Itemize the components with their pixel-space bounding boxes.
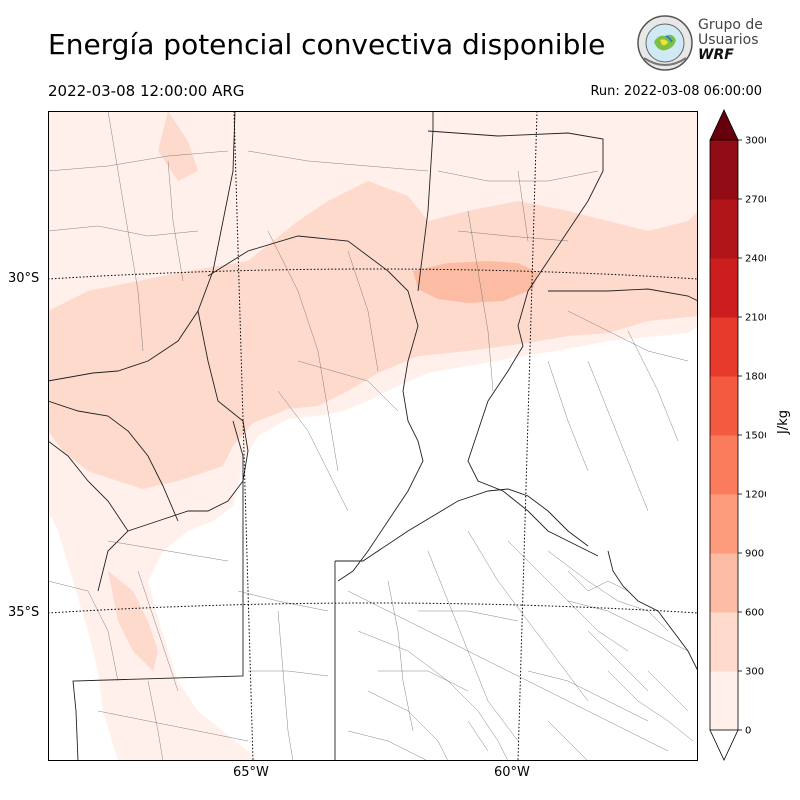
province-boundaries (48, 111, 698, 761)
colorbar-tick-label: 300 (745, 667, 764, 678)
colorbar-tick-label: 900 (745, 549, 764, 560)
colorbar-segment (710, 376, 738, 436)
colorbar-tick-label: 1800 (745, 372, 766, 383)
colorbar-tick-label: 2400 (745, 254, 766, 265)
map-title: Energía potencial convectiva disponible (48, 28, 606, 61)
lat-label-30s: 30°S (8, 271, 40, 286)
colorbar-tick-label: 1200 (745, 490, 766, 501)
coastline (607, 550, 698, 672)
colorbar-tick-label: 600 (745, 608, 764, 619)
colorbar-segment (710, 435, 738, 495)
cape-band-300-600-south (108, 571, 158, 671)
colorbar-segment (710, 671, 738, 731)
run-time: Run: 2022-03-08 06:00:00 (590, 84, 762, 99)
logo-line3: WRF (698, 47, 734, 63)
valid-time: 2022-03-08 12:00:00 ARG (48, 82, 245, 100)
colorbar-segment (710, 317, 738, 377)
cape-map (48, 111, 698, 761)
map-frame (48, 111, 698, 761)
lon-label-65w: 65°W (233, 765, 269, 780)
globe-icon (637, 15, 693, 71)
colorbar-tick-label: 1500 (745, 431, 766, 442)
colorbar-segment (710, 258, 738, 318)
colorbar-segment (710, 494, 738, 554)
colorbar-segment (710, 199, 738, 259)
colorbar-segment (710, 612, 738, 672)
colorbar-under-arrow (709, 729, 739, 761)
colorbar-tick-label: 2700 (745, 195, 766, 206)
colorbar-segment (710, 553, 738, 613)
colorbar: 0 300 600 900 1200 1500 1800 2100 2400 2700 3000 (709, 109, 766, 761)
logo-line2: Usuarios (698, 32, 759, 48)
wrf-logo: Grupo de Usuarios WRF (636, 14, 766, 74)
colorbar-unit: J/kg (776, 410, 791, 434)
department-boundaries (48, 111, 694, 761)
logo-line1: Grupo de (698, 17, 763, 33)
cape-band-300-600 (48, 181, 698, 489)
colorbar-over-arrow (709, 109, 739, 141)
colorbar-tick-label: 3000 (745, 136, 766, 147)
cape-band-300-600-north (158, 111, 198, 181)
colorbar-segment (710, 140, 738, 200)
graticule (48, 111, 698, 761)
cape-band-600-900 (413, 261, 538, 303)
colorbar-tick-label: 2100 (745, 313, 766, 324)
lon-label-60w: 60°W (494, 765, 530, 780)
colorbar-tick-label: 0 (745, 726, 751, 737)
lat-label-35s: 35°S (8, 605, 40, 620)
